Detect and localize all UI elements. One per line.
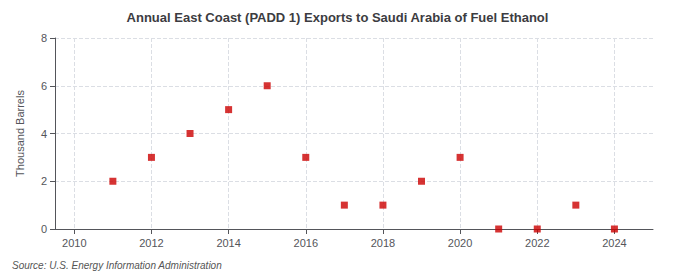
svg-text:2012: 2012: [139, 237, 163, 249]
svg-text:8: 8: [41, 32, 47, 44]
svg-text:2010: 2010: [62, 237, 86, 249]
svg-text:4: 4: [41, 128, 47, 140]
svg-text:2018: 2018: [371, 237, 395, 249]
svg-text:Thousand Barrels: Thousand Barrels: [14, 90, 26, 177]
svg-text:0: 0: [41, 223, 47, 235]
svg-text:2022: 2022: [525, 237, 549, 249]
svg-text:2024: 2024: [602, 237, 626, 249]
svg-text:2020: 2020: [448, 237, 472, 249]
svg-text:6: 6: [41, 80, 47, 92]
svg-text:Source: U.S. Energy Informatio: Source: U.S. Energy Information Administ…: [12, 260, 222, 271]
svg-text:2014: 2014: [216, 237, 240, 249]
svg-text:Annual East Coast (PADD 1) Exp: Annual East Coast (PADD 1) Exports to Sa…: [127, 10, 549, 25]
svg-text:2016: 2016: [294, 237, 318, 249]
svg-text:2: 2: [41, 175, 47, 187]
